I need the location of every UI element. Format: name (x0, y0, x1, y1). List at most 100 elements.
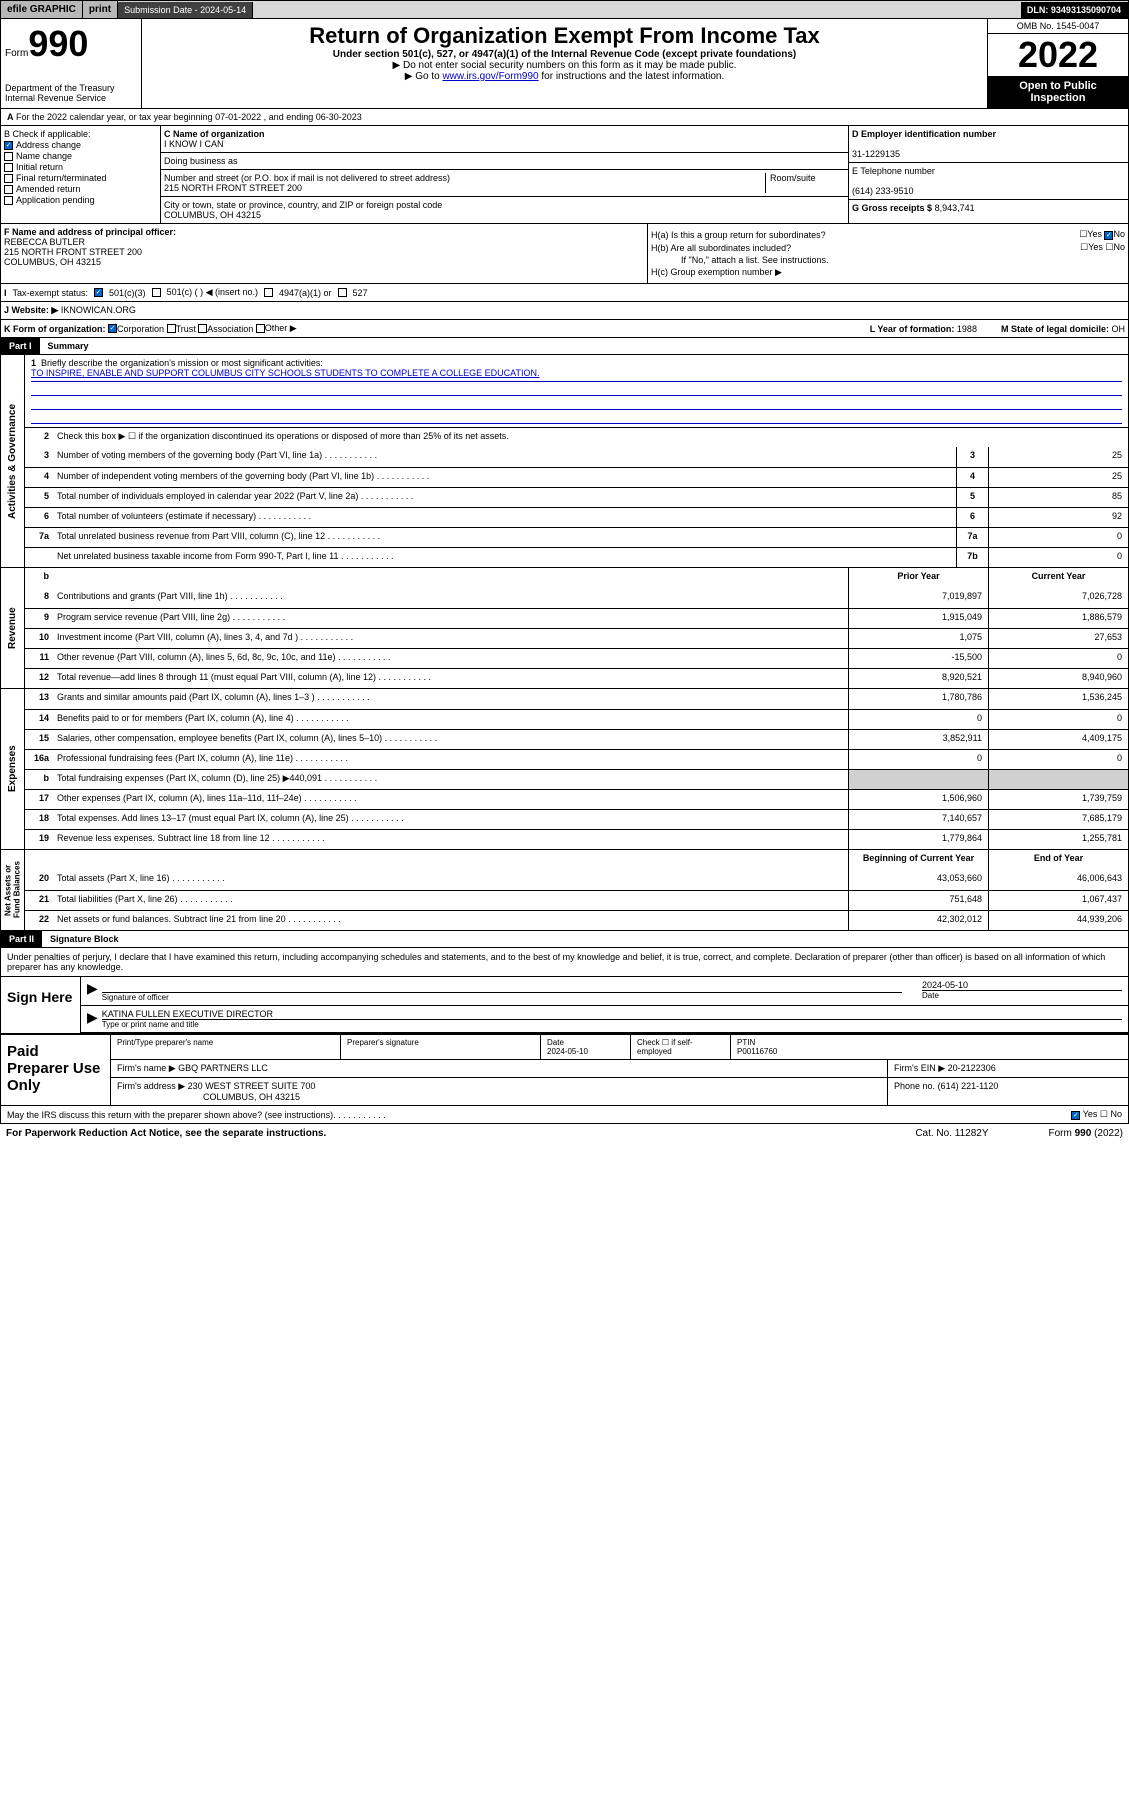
header-right: OMB No. 1545-0047 2022 Open to Public In… (988, 19, 1128, 108)
row-num: 17 (25, 790, 53, 809)
chk-trust[interactable] (167, 324, 176, 333)
discuss-yes[interactable]: ✓ (1071, 1111, 1080, 1120)
exp-row: 18 Total expenses. Add lines 13–17 (must… (25, 809, 1128, 829)
row-num: 9 (25, 609, 53, 628)
form-label: Form (5, 48, 28, 59)
chk-assoc[interactable] (198, 324, 207, 333)
row-prior: 3,852,911 (848, 730, 988, 749)
section-b-c-d: B Check if applicable: ✓Address change N… (0, 126, 1129, 224)
opt-amended: Amended return (16, 184, 81, 194)
top-toolbar: efile GRAPHIC print Submission Date - 20… (0, 0, 1129, 19)
row-num: 14 (25, 710, 53, 729)
row-val: 85 (988, 488, 1128, 507)
irs-link[interactable]: www.irs.gov/Form990 (442, 71, 538, 82)
j-label: Website: ▶ (12, 305, 59, 316)
prep-name-label: Print/Type preparer's name (111, 1035, 341, 1059)
row-curr: 4,409,175 (988, 730, 1128, 749)
opt-527: 527 (353, 288, 368, 298)
exp-row: 15 Salaries, other compensation, employe… (25, 729, 1128, 749)
row-curr: 1,739,759 (988, 790, 1128, 809)
l-label: L Year of formation: (870, 324, 955, 334)
m-label: M State of legal domicile: (1001, 324, 1109, 334)
checkbox-name-change[interactable] (4, 152, 13, 161)
chk-527[interactable] (338, 288, 347, 297)
exp-row: 17 Other expenses (Part IX, column (A), … (25, 789, 1128, 809)
checkbox-final[interactable] (4, 174, 13, 183)
row-num: 20 (25, 870, 53, 890)
m-value: OH (1112, 324, 1126, 334)
form-number: 990 (28, 23, 88, 64)
no-2: No (1113, 242, 1125, 252)
row-curr: 0 (988, 649, 1128, 668)
row-text: Other revenue (Part VIII, column (A), li… (53, 649, 848, 668)
dept-label: Department of the Treasury (5, 83, 137, 93)
opt-assoc: Association (207, 324, 253, 334)
revenue-section: Revenue b Prior Year Current Year 8 Cont… (0, 568, 1129, 689)
checkbox-amended[interactable] (4, 185, 13, 194)
rev-row: 10 Investment income (Part VIII, column … (25, 628, 1128, 648)
row-prior: 42,302,012 (848, 911, 988, 930)
firm-phone: (614) 221-1120 (938, 1081, 999, 1091)
row-text: Total unrelated business revenue from Pa… (53, 528, 956, 547)
chk-corp[interactable]: ✓ (108, 324, 117, 333)
gov-row: 6 Total number of volunteers (estimate i… (25, 507, 1128, 527)
firm-name-label: Firm's name ▶ (117, 1063, 176, 1073)
exp-row: 13 Grants and similar amounts paid (Part… (25, 689, 1128, 709)
form-number-box: Form990 Department of the Treasury Inter… (1, 19, 141, 108)
header-center: Return of Organization Exempt From Incom… (141, 19, 988, 108)
rev-row: 9 Program service revenue (Part VIII, li… (25, 608, 1128, 628)
part2-header: Part II (1, 931, 42, 947)
row-curr: 8,940,960 (988, 669, 1128, 688)
rev-row: 12 Total revenue—add lines 8 through 11 … (25, 668, 1128, 688)
instruction-1: ▶ Do not enter social security numbers o… (146, 60, 983, 71)
sig-intro: Under penalties of perjury, I declare th… (1, 948, 1128, 976)
chk-501c[interactable] (152, 288, 161, 297)
prep-date: 2024-05-10 (547, 1047, 588, 1056)
org-name: I KNOW I CAN (164, 139, 224, 149)
row-curr: 1,067,437 (988, 891, 1128, 910)
row-val: 0 (988, 528, 1128, 547)
row-text: Total number of individuals employed in … (53, 488, 956, 507)
opt-4947: 4947(a)(1) or (279, 288, 332, 298)
chk-501c3[interactable]: ✓ (94, 288, 103, 297)
efile-button[interactable]: efile GRAPHIC (1, 1, 83, 18)
current-year-hdr: Current Year (988, 568, 1128, 588)
gov-row: 4 Number of independent voting members o… (25, 467, 1128, 487)
row-num: 12 (25, 669, 53, 688)
officer-city: COLUMBUS, OH 43215 (4, 257, 101, 267)
section-k: K Form of organization: ✓ Corporation Tr… (0, 320, 1129, 338)
row-text: Revenue less expenses. Subtract line 18 … (53, 830, 848, 849)
row-text: Professional fundraising fees (Part IX, … (53, 750, 848, 769)
prior-year-hdr: Prior Year (848, 568, 988, 588)
chk-other[interactable] (256, 324, 265, 333)
netassets-vlabel: Net Assets orFund Balances (1, 850, 25, 930)
checkbox-address-change[interactable]: ✓ (4, 141, 13, 150)
yes-1: Yes (1087, 229, 1102, 239)
cat-no: Cat. No. 11282Y (915, 1128, 988, 1139)
footer: For Paperwork Reduction Act Notice, see … (0, 1124, 1129, 1143)
row-text: Grants and similar amounts paid (Part IX… (53, 689, 848, 709)
mission-blank-2 (31, 396, 1122, 410)
na-row: 21 Total liabilities (Part X, line 26) 7… (25, 890, 1128, 910)
row-val: 0 (988, 548, 1128, 567)
no-1: No (1113, 229, 1125, 239)
row-num: 3 (25, 447, 53, 467)
street: 215 NORTH FRONT STREET 200 (164, 183, 302, 193)
officer-street: 215 NORTH FRONT STREET 200 (4, 247, 142, 257)
row-num: 5 (25, 488, 53, 507)
netassets-section: Net Assets orFund Balances Beginning of … (0, 850, 1129, 931)
chk-4947[interactable] (264, 288, 273, 297)
print-button[interactable]: print (83, 1, 118, 18)
row-box: 5 (956, 488, 988, 507)
row-curr: 0 (988, 750, 1128, 769)
checkbox-initial[interactable] (4, 163, 13, 172)
gross-label: G Gross receipts $ (852, 203, 932, 213)
website: IKNOWICAN.ORG (61, 305, 136, 316)
row-curr: 7,026,728 (988, 588, 1128, 608)
row-text: Contributions and grants (Part VIII, lin… (53, 588, 848, 608)
row-prior: 7,019,897 (848, 588, 988, 608)
section-i: I Tax-exempt status: ✓ 501(c)(3) 501(c) … (0, 284, 1129, 302)
checkbox-pending[interactable] (4, 196, 13, 205)
part1-header: Part I (1, 338, 40, 354)
row-prior: 1,506,960 (848, 790, 988, 809)
